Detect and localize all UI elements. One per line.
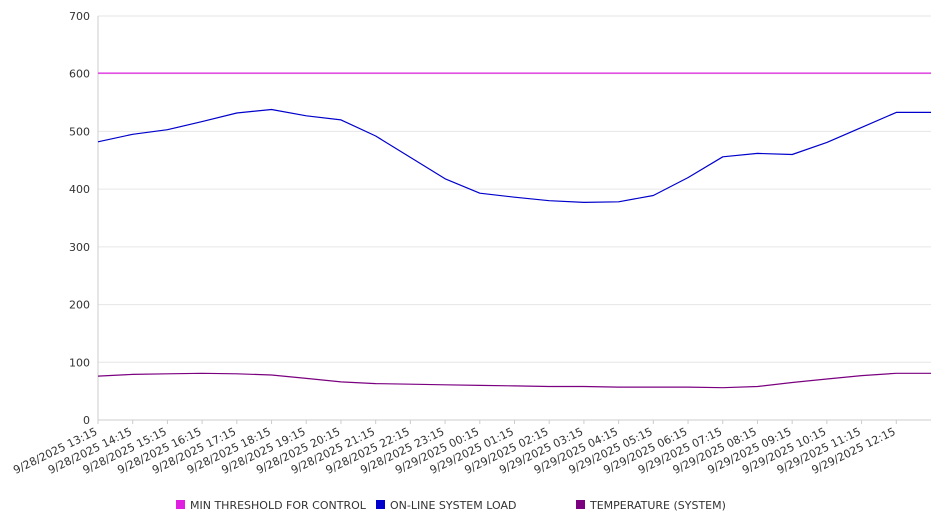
series-lines [97,72,931,389]
y-tick-label: 0 [83,414,90,427]
y-tick-label: 300 [69,241,90,254]
grid-lines [98,15,931,363]
legend-swatch [576,500,585,509]
legend-label: ON-LINE SYSTEM LOAD [390,499,516,512]
series-line-on-line-system-load [97,108,931,203]
legend-label: TEMPERATURE (SYSTEM) [589,499,726,512]
legend: MIN THRESHOLD FOR CONTROL ON-LINE SYSTEM … [176,499,726,512]
legend-swatch [376,500,385,509]
legend-label: MIN THRESHOLD FOR CONTROL [190,499,367,512]
y-tick-label: 400 [69,183,90,196]
y-tick-label: 600 [69,68,90,81]
y-tick-label: 500 [69,125,90,138]
y-axis-ticks: 0 100 200 300 400 500 600 700 [69,10,90,427]
legend-swatch [176,500,185,509]
y-tick-label: 200 [69,299,90,312]
x-axis-ticks: 9/28/2025 13:159/28/2025 14:159/28/2025 … [11,420,898,477]
y-tick-label: 100 [69,356,90,369]
y-tick-label: 700 [69,10,90,23]
series-line-temperature-system [97,372,931,389]
